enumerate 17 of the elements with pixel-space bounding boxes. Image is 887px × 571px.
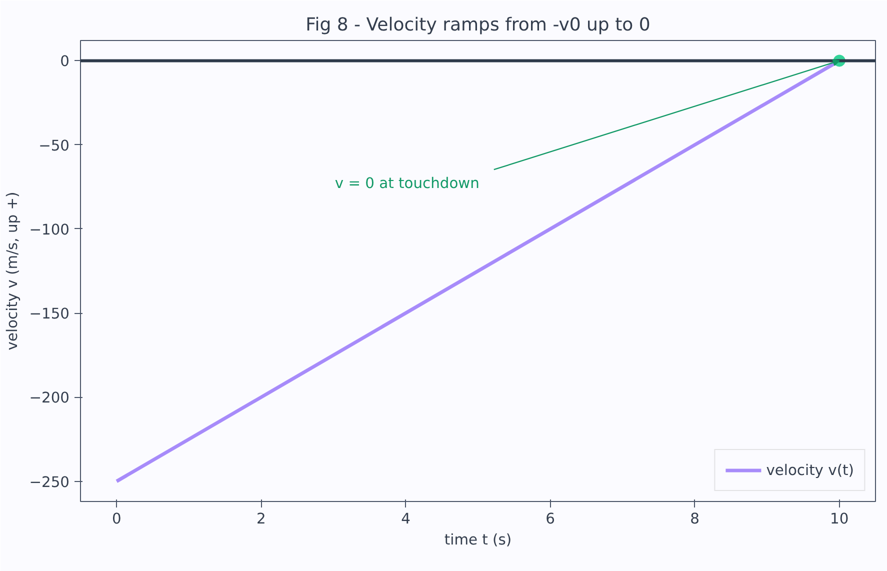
annotation: v = 0 at touchdown	[334, 174, 480, 192]
y-axis-title: velocity v (m/s, up +)	[4, 192, 22, 350]
y-tick-label: −50	[38, 137, 70, 154]
y-tick-label: 0	[60, 53, 70, 70]
x-tick-label: 8	[690, 510, 700, 528]
chart-title: Fig 8 - Velocity ramps from -v0 up to 0	[306, 14, 650, 36]
y-tick-label: −100	[29, 221, 70, 238]
y-tick-label: −200	[29, 390, 70, 407]
x-tick-label: 2	[256, 510, 266, 528]
x-tick-label: 10	[830, 510, 849, 528]
y-tick-label: −150	[29, 306, 70, 323]
x-tick-label: 4	[401, 510, 410, 528]
y-tick-label: −250	[29, 474, 70, 491]
legend-label: velocity v(t)	[766, 462, 854, 478]
x-axis-title: time t (s)	[444, 532, 512, 548]
x-tick-label: 0	[112, 510, 122, 528]
x-tick-label: 6	[546, 510, 555, 528]
